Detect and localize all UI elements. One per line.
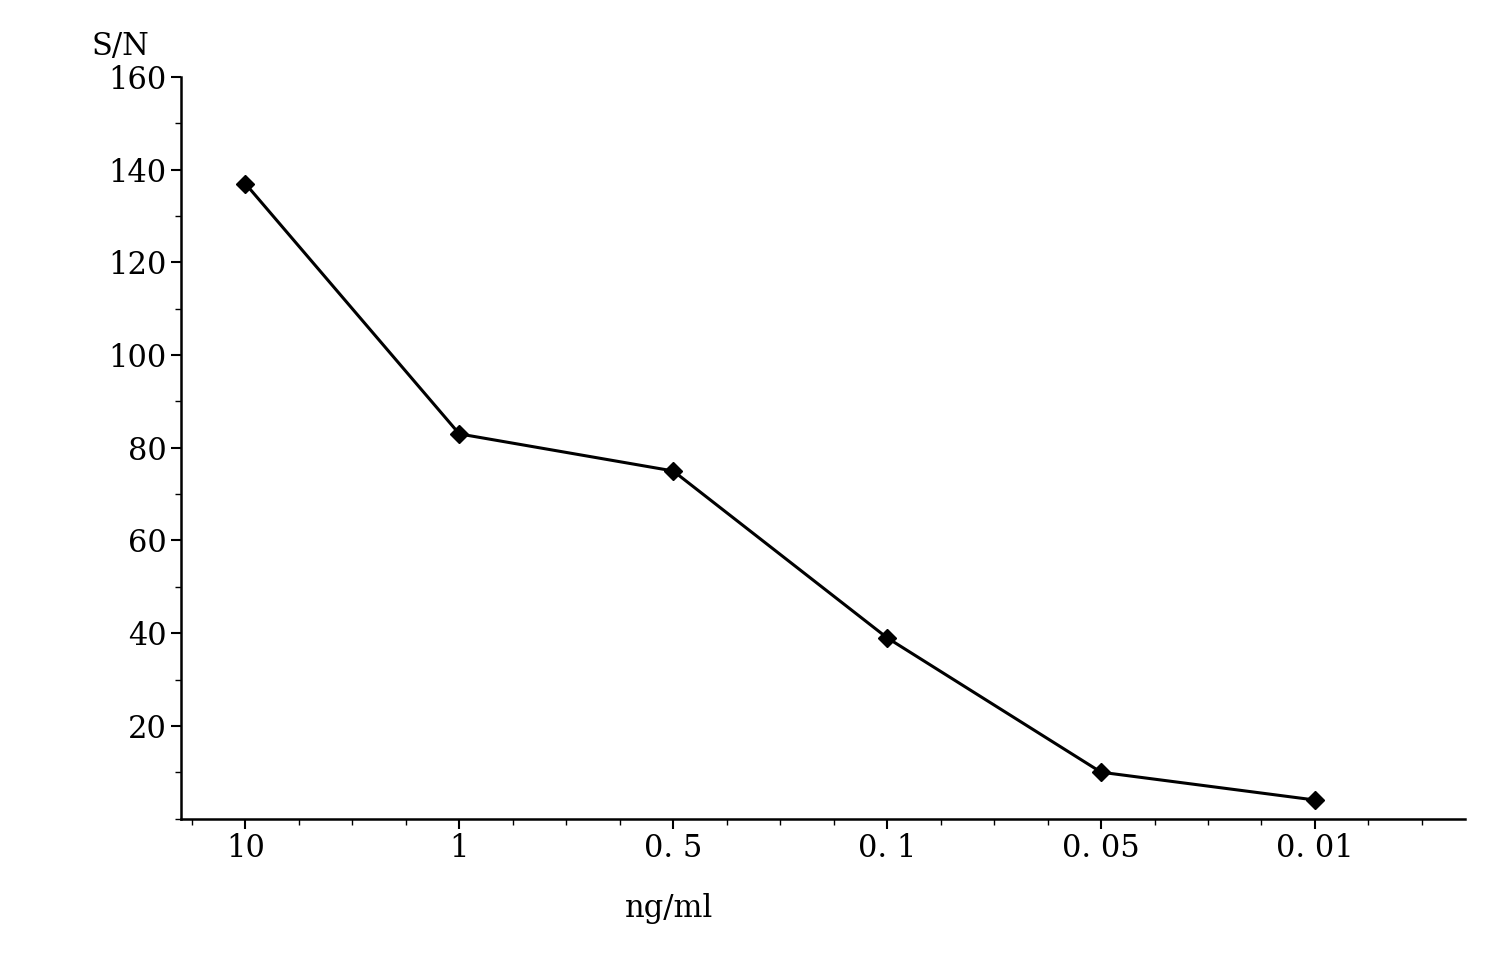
Text: ng/ml: ng/ml	[625, 893, 713, 924]
Text: S/N: S/N	[91, 31, 149, 63]
